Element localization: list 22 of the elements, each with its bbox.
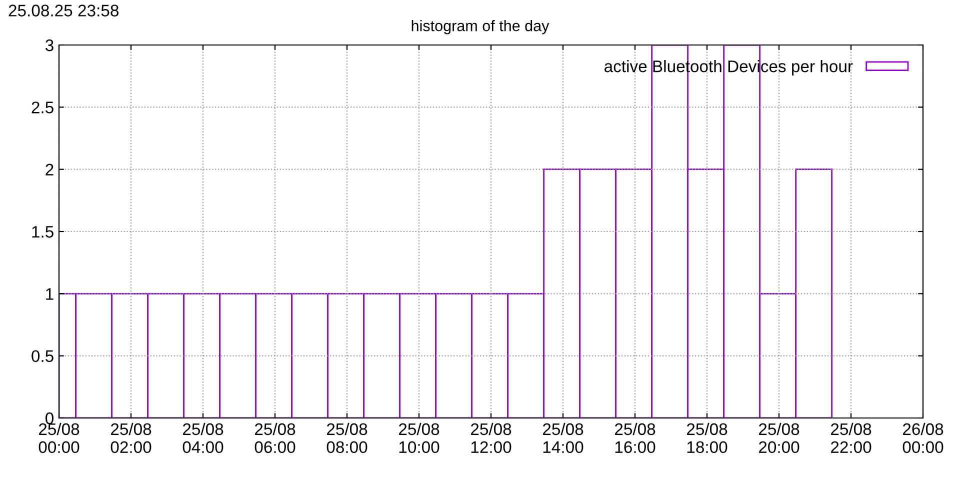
x-tick-label: 25/08 22:00 [830,422,872,454]
x-tick-label: 25/08 00:00 [38,422,80,454]
x-tick-label: 25/08 20:00 [758,422,800,454]
x-tick-label: 25/08 14:00 [542,422,584,454]
chart-title: histogram of the day [412,20,550,34]
y-tick-label: 2.5 [32,102,54,114]
y-tick-label: 0 [46,412,54,424]
x-tick-label: 26/08 00:00 [902,422,944,454]
x-tick-label: 25/08 08:00 [326,422,368,454]
y-tick-label: 1.5 [32,226,54,238]
y-tick-label: 0.5 [32,350,54,362]
y-tick-label: 3 [46,39,54,52]
x-tick-label: 25/08 18:00 [686,422,728,454]
x-tick-label: 25/08 02:00 [110,422,152,454]
text: 25.08.25 23:58 [8,4,118,16]
x-tick-label: 25/08 16:00 [614,422,656,454]
y-tick-label: 1 [46,288,54,300]
x-tick-label: 25/08 12:00 [470,422,512,454]
x-tick-label: 25/08 10:00 [398,422,440,454]
y-tick-label: 2 [46,164,54,176]
x-tick-label: 25/08 06:00 [254,422,296,454]
x-tick-label: 25/08 04:00 [182,422,224,454]
